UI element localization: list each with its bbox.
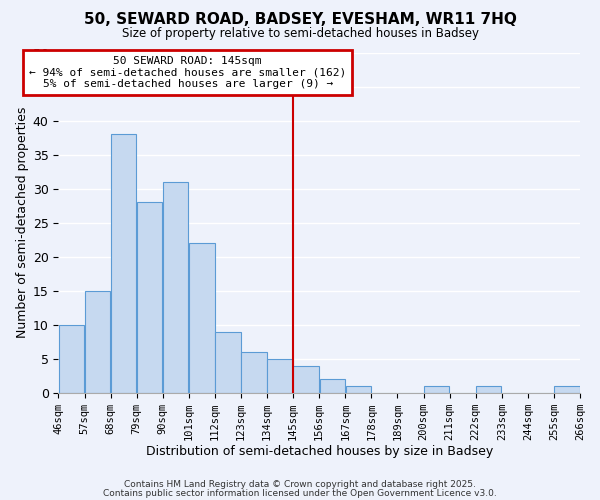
Bar: [268, 359, 293, 393]
Bar: [111, 134, 136, 393]
X-axis label: Distribution of semi-detached houses by size in Badsey: Distribution of semi-detached houses by …: [146, 444, 493, 458]
Bar: [215, 332, 241, 393]
Bar: [424, 386, 449, 393]
Bar: [346, 386, 371, 393]
Text: Contains public sector information licensed under the Open Government Licence v3: Contains public sector information licen…: [103, 488, 497, 498]
Bar: [189, 243, 215, 393]
Bar: [163, 182, 188, 393]
Text: 50, SEWARD ROAD, BADSEY, EVESHAM, WR11 7HQ: 50, SEWARD ROAD, BADSEY, EVESHAM, WR11 7…: [83, 12, 517, 28]
Bar: [476, 386, 502, 393]
Text: 50 SEWARD ROAD: 145sqm
← 94% of semi-detached houses are smaller (162)
5% of sem: 50 SEWARD ROAD: 145sqm ← 94% of semi-det…: [29, 56, 346, 89]
Text: Size of property relative to semi-detached houses in Badsey: Size of property relative to semi-detach…: [121, 28, 479, 40]
Bar: [241, 352, 267, 393]
Bar: [320, 380, 345, 393]
Bar: [85, 291, 110, 393]
Text: Contains HM Land Registry data © Crown copyright and database right 2025.: Contains HM Land Registry data © Crown c…: [124, 480, 476, 489]
Bar: [554, 386, 580, 393]
Bar: [59, 325, 84, 393]
Bar: [137, 202, 163, 393]
Bar: [293, 366, 319, 393]
Y-axis label: Number of semi-detached properties: Number of semi-detached properties: [16, 107, 29, 338]
